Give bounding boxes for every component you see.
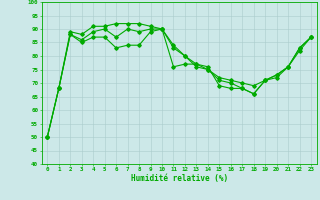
X-axis label: Humidité relative (%): Humidité relative (%) bbox=[131, 174, 228, 183]
